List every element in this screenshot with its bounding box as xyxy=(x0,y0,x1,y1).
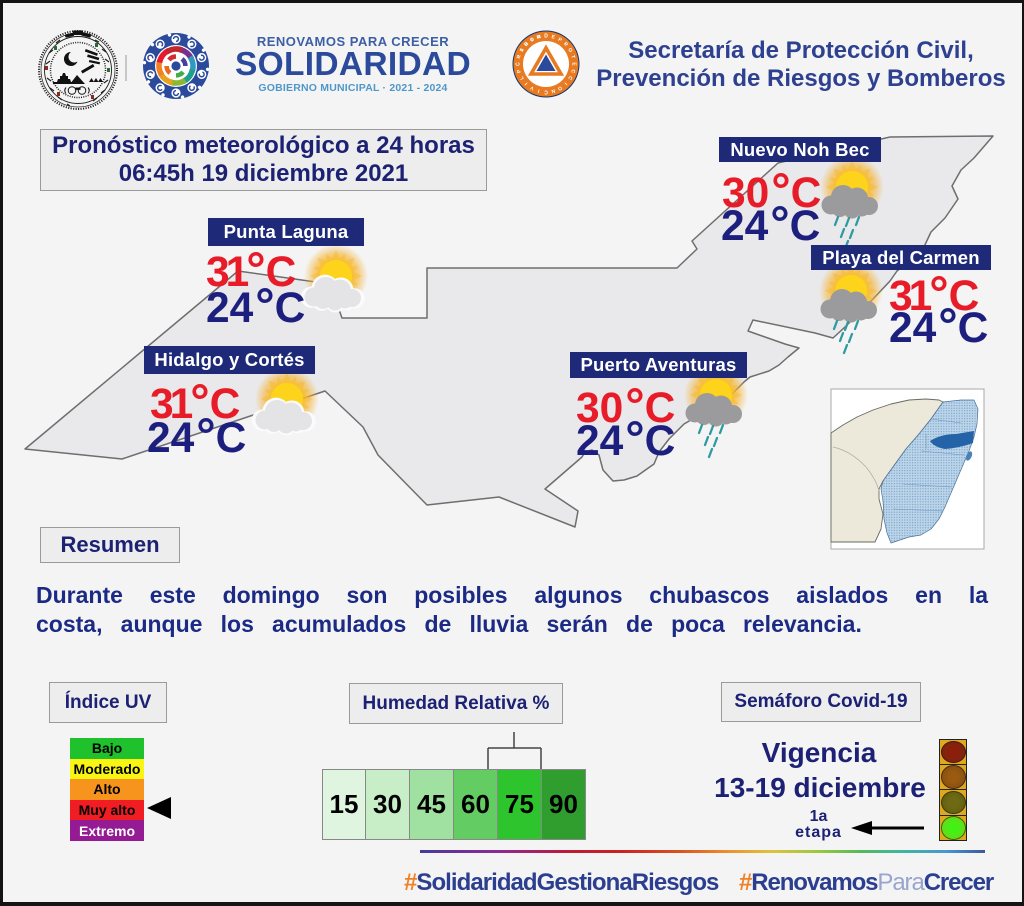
svg-text:A: A xyxy=(536,34,541,41)
svg-text:I: I xyxy=(530,37,535,43)
svg-text:C: C xyxy=(516,62,522,66)
svg-text:I: I xyxy=(537,87,540,93)
svg-text:O: O xyxy=(529,37,535,44)
svg-text:O: O xyxy=(556,84,562,91)
svg-text:D: D xyxy=(544,34,548,40)
svg-text:L: L xyxy=(519,75,526,81)
svg-text:S: S xyxy=(519,47,526,53)
svg-text:R: R xyxy=(516,54,523,59)
svg-text:N: N xyxy=(550,87,555,94)
svg-text:B: B xyxy=(523,41,530,48)
svg-text:I: I xyxy=(524,80,530,86)
svg-text:E: E xyxy=(551,34,556,41)
svg-text:I: I xyxy=(562,81,568,87)
svg-text:C: C xyxy=(569,69,576,74)
svg-text:C: C xyxy=(566,75,573,81)
svg-text:P: P xyxy=(557,37,563,44)
svg-text:R: R xyxy=(562,41,569,48)
svg-text:V: V xyxy=(529,84,535,91)
svg-text:I: I xyxy=(519,48,525,53)
svg-text:T: T xyxy=(569,55,576,60)
svg-text:R: R xyxy=(523,41,530,48)
svg-text:C: C xyxy=(544,89,548,95)
svg-text:O: O xyxy=(566,47,573,53)
svg-text:P: P xyxy=(516,68,523,73)
svg-text:E: E xyxy=(571,62,577,66)
svg-text:M: M xyxy=(536,34,542,41)
